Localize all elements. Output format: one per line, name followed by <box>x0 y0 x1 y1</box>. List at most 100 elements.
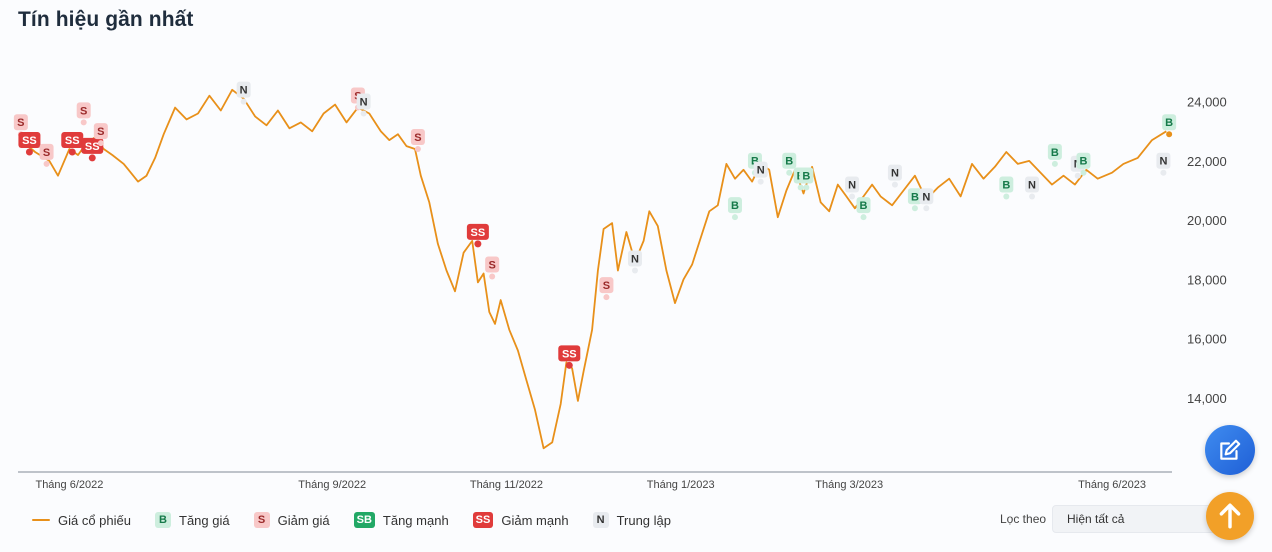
y-tick-label: 14,000 <box>1187 391 1227 406</box>
x-tick-label: Tháng 6/2022 <box>35 479 103 491</box>
signal-point <box>240 98 247 105</box>
signal-point <box>1160 169 1167 176</box>
scroll-top-button[interactable] <box>1206 492 1254 540</box>
signal-point <box>1080 169 1087 176</box>
legend-item-strong-buy[interactable]: SB Tăng mạnh <box>353 512 449 528</box>
signal-point <box>757 178 764 185</box>
signal-point <box>731 214 738 221</box>
pencil-square-icon <box>1220 439 1241 460</box>
legend-item-strong-sell[interactable]: SS Giảm mạnh <box>472 512 569 528</box>
signal-badge-label: B <box>731 200 739 212</box>
signal-badge-label: B <box>1051 147 1059 159</box>
x-tick-label: Tháng 3/2023 <box>815 479 883 491</box>
signal-point <box>1003 193 1010 200</box>
signal-badge-label: B <box>1079 156 1087 168</box>
signal-badge <box>753 161 768 178</box>
y-tick-label: 20,000 <box>1187 213 1227 228</box>
signal-point <box>911 205 918 212</box>
signal-point <box>891 181 898 188</box>
signal-point <box>1051 160 1058 167</box>
signal-badge <box>93 123 108 140</box>
signal-badge <box>410 129 425 146</box>
legend-chip-buy: B <box>155 512 171 528</box>
legend-chip-strong-buy: SB <box>353 512 375 528</box>
signal-badge-label: B <box>1002 179 1010 191</box>
signal-badge-label: S <box>488 259 495 271</box>
signal-badge <box>61 132 84 148</box>
signal-point <box>849 193 856 200</box>
price-series-line <box>20 88 1167 450</box>
signal-point <box>68 148 76 156</box>
signal-point <box>1074 172 1081 179</box>
signal-badge <box>485 256 500 273</box>
price-chart: 24,000 22,000 20,000 18,000 16,000 14,000 Thán… <box>13 81 1227 491</box>
signal-badge-label: SS <box>562 348 577 360</box>
signal-badge-label: S <box>414 132 421 144</box>
signal-badge <box>558 345 581 362</box>
signal-badge-label: N <box>360 96 368 108</box>
legend-item-sell[interactable]: S Giảm giá <box>253 512 330 528</box>
signal-badge-label: B <box>751 156 759 168</box>
legend-chip-neutral: N <box>592 512 609 528</box>
signal-badge-label: SS <box>65 135 80 147</box>
edit-button[interactable] <box>1205 425 1255 475</box>
signal-badge <box>356 93 371 110</box>
legend-item-buy[interactable]: B Tăng giá <box>155 512 230 528</box>
signal-badge <box>39 143 54 160</box>
signal-badge-label: N <box>240 85 248 97</box>
signal-point <box>489 273 496 280</box>
signal-point <box>414 146 421 153</box>
x-tick-label: Tháng 11/2022 <box>470 479 543 491</box>
x-tick-label: Tháng 1/2023 <box>647 479 715 491</box>
signal-badge <box>999 176 1014 193</box>
signal-badge-label: B <box>911 191 919 203</box>
filter-select[interactable]: Hiện tất cả <box>1052 505 1227 533</box>
signal-badge-label: S <box>97 126 104 138</box>
signal-badge <box>887 164 902 181</box>
signal-badge-label: SS <box>85 141 100 153</box>
signal-badge <box>1076 152 1091 169</box>
legend-item-price[interactable]: Giá cổ phiếu <box>32 513 131 528</box>
arrow-up-icon <box>1219 503 1241 529</box>
signal-badge <box>856 197 871 214</box>
signal-point <box>97 140 104 147</box>
filter-selected-value: Hiện tất cả <box>1067 512 1125 526</box>
signal-badge <box>627 250 642 267</box>
signal-badge-label: SS <box>471 227 486 239</box>
legend-item-neutral[interactable]: N Trung lập <box>592 512 671 528</box>
signal-badge-label: S <box>603 280 610 292</box>
signal-badge <box>845 176 860 193</box>
legend-label-strong-sell: Giảm mạnh <box>501 512 569 528</box>
signal-badge-label: N <box>1028 179 1036 191</box>
signal-point <box>803 184 810 191</box>
y-tick-label: 18,000 <box>1187 272 1227 287</box>
legend-chip-sell: S <box>253 512 270 528</box>
signal-badge-label: B <box>860 200 868 212</box>
signal-point <box>1166 131 1173 138</box>
signal-badge <box>1162 114 1177 131</box>
signal-badge <box>799 167 814 184</box>
signal-badge-label: N <box>922 191 930 203</box>
y-tick-label: 24,000 <box>1187 95 1227 110</box>
signal-point <box>565 361 573 369</box>
signal-badge <box>907 188 922 205</box>
signal-badge <box>76 102 91 119</box>
signal-badge-label: N <box>757 165 765 177</box>
signal-point <box>25 148 33 156</box>
legend-chip-strong-sell: SS <box>472 512 494 528</box>
signal-point <box>80 119 87 126</box>
x-tick-label: Tháng 6/2023 <box>1078 479 1146 491</box>
signal-badge-label: B <box>1165 117 1173 129</box>
signal-badge <box>1047 143 1062 160</box>
signal-point <box>603 294 610 301</box>
signal-point <box>631 267 638 274</box>
signal-badge-label: N <box>1159 156 1167 168</box>
signal-point <box>1029 193 1036 200</box>
signal-badge-label: N <box>631 254 639 266</box>
signal-badge-label: S <box>17 117 24 129</box>
signal-badge <box>236 81 251 98</box>
signal-badge-label: SS <box>22 135 37 147</box>
legend-label-price: Giá cổ phiếu <box>58 512 131 528</box>
signal-point <box>797 184 804 191</box>
